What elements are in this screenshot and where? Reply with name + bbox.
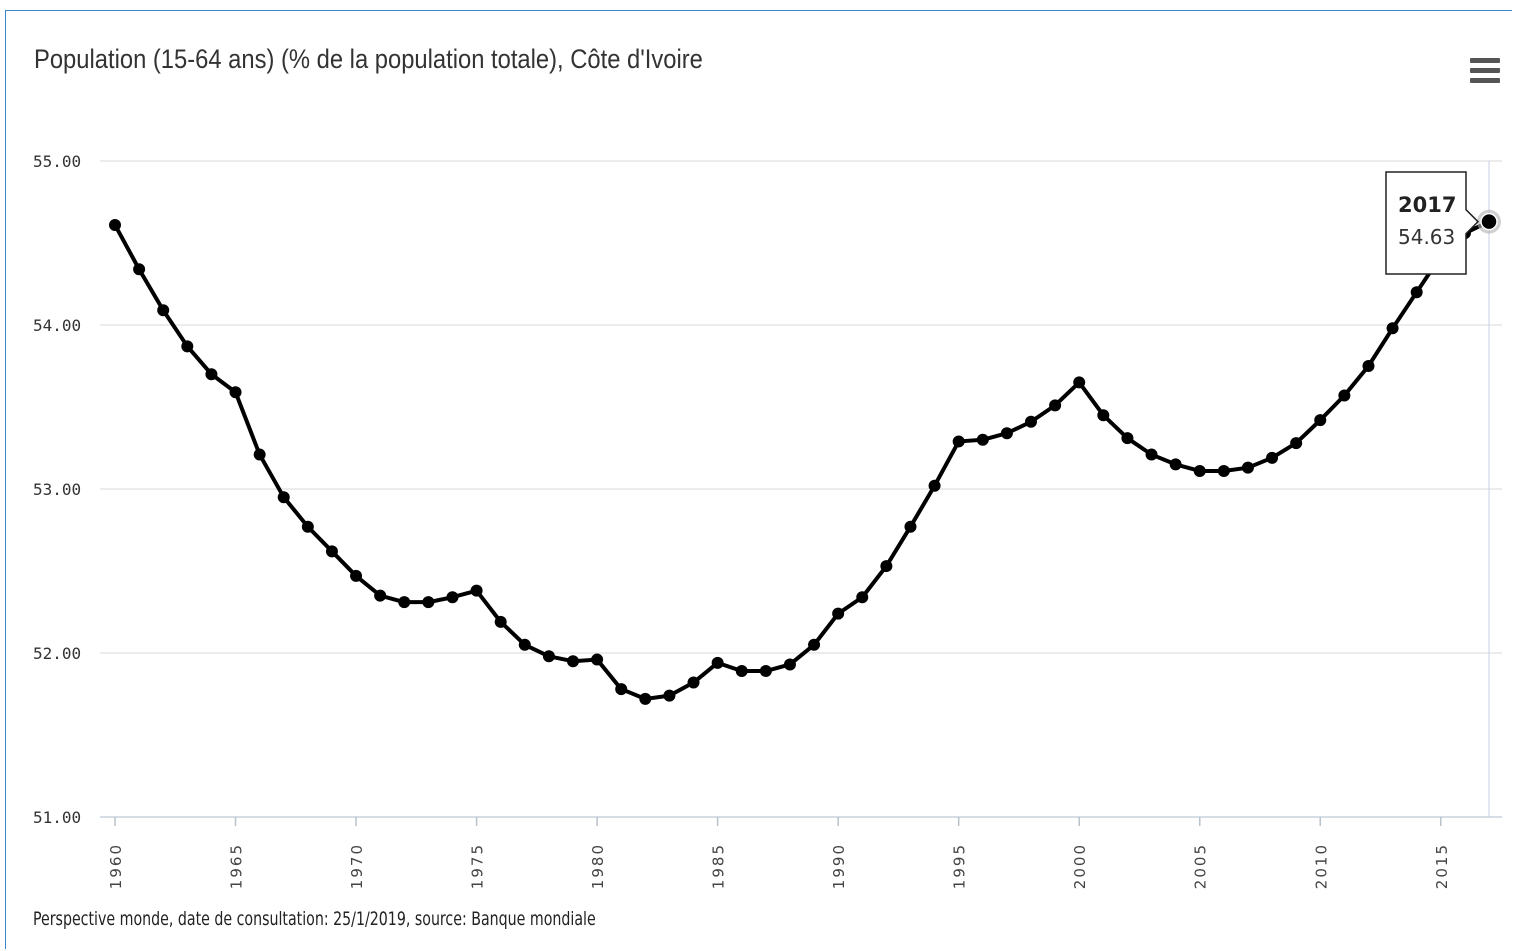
data-point [205,368,218,381]
data-point [759,665,772,678]
x-tick-label: 1960 [107,843,125,889]
data-point [301,520,314,533]
tooltip-box [1385,171,1480,275]
data-point [1314,414,1327,427]
x-tick-label: 1980 [589,843,607,889]
data-point [1049,399,1062,412]
data-point [1241,461,1254,474]
data-point [687,676,700,689]
y-tick-label: 51.00 [33,808,81,827]
data-point [1386,322,1399,335]
chart-frame [5,10,1512,949]
data-point [1362,360,1375,372]
x-axis: 1960 1965 1970 1975 1980 1985 1990 1995 2000 2005… [107,817,1451,889]
data-point [157,304,170,317]
data-point [639,692,652,705]
data-point [1121,432,1134,445]
data-point [735,665,748,678]
data-point [928,479,941,492]
chart-title: Population (15-64 ans) (% de la populati… [34,44,703,74]
x-tick-label: 2015 [1433,843,1451,889]
data-point [832,607,845,620]
series-group [109,209,1501,705]
data-point-highlighted [1480,212,1498,231]
data-point [542,650,555,663]
data-point [1266,451,1279,464]
data-point [350,569,363,582]
data-point [1169,458,1182,471]
data-point [1290,437,1303,450]
data-point [952,435,965,448]
data-point [518,638,531,651]
data-point [615,683,628,696]
data-point [1217,464,1230,477]
data-point [976,433,989,446]
data-point [325,545,338,558]
data-point [1410,286,1423,299]
data-point [591,653,604,666]
data-point [446,591,459,604]
data-point [398,596,411,609]
data-point [1025,415,1037,428]
data-point [783,658,796,671]
x-tick-label: 1995 [951,843,969,889]
data-point [567,655,579,668]
x-tick-label: 1970 [348,843,366,889]
data-point [856,591,869,604]
tooltip: 2017 54.63 [1385,171,1480,275]
data-point [181,340,194,353]
y-tick-label: 55.00 [33,152,81,171]
data-point [1073,376,1086,389]
data-point [904,520,917,533]
y-tick-label: 52.00 [33,644,81,663]
source-note: Perspective monde, date de consultation:… [33,908,596,930]
data-point [1338,389,1351,402]
series-line [113,219,1490,701]
data-point [470,584,483,597]
data-point [422,596,435,609]
data-point [880,560,893,573]
grid-lines [100,160,1502,818]
x-tick-label: 1965 [228,843,246,889]
data-point [133,263,146,276]
data-point [1097,409,1110,422]
data-point [1000,427,1013,440]
data-point [663,689,676,702]
data-point [277,491,290,504]
data-point [808,638,821,651]
data-point [494,615,507,628]
x-tick-label: 2005 [1192,843,1210,889]
data-point [1193,464,1206,477]
data-point [1145,448,1158,461]
y-tick-label: 53.00 [33,480,81,499]
x-tick-label: 1975 [469,843,487,889]
y-tick-label: 54.00 [33,316,81,335]
data-point [109,218,121,231]
data-point [711,656,724,669]
x-tick-label: 2010 [1312,843,1330,889]
data-point [374,589,387,602]
hamburger-menu-icon[interactable] [1470,58,1500,88]
tooltip-year: 2017 [1398,193,1456,217]
data-point [229,386,242,399]
x-tick-label: 1985 [710,843,728,889]
x-tick-label: 2000 [1071,843,1089,889]
x-tick-label: 1990 [830,843,848,889]
data-point [253,448,266,461]
y-axis: 51.00 52.00 53.00 54.00 55.00 [33,152,81,827]
tooltip-value: 54.63 [1398,225,1455,249]
